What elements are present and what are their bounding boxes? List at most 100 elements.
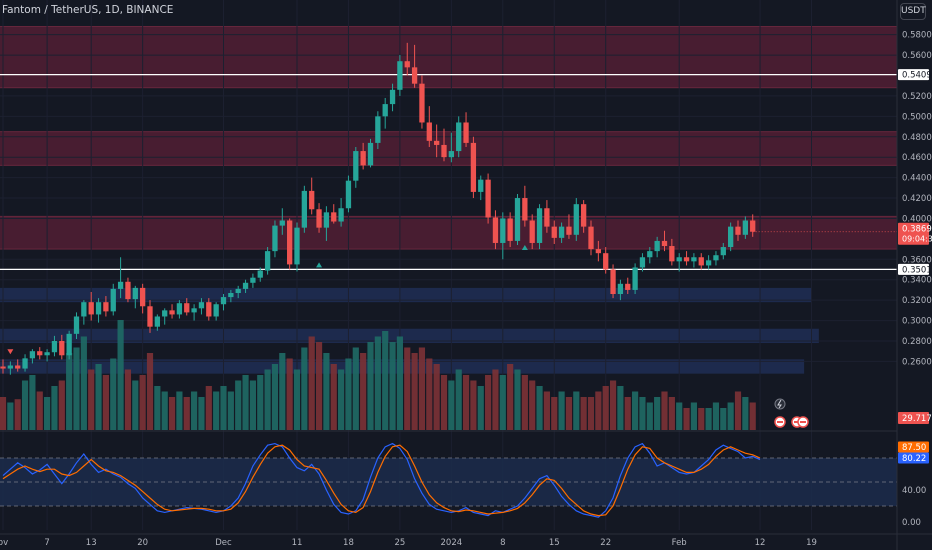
volume-bar bbox=[712, 402, 720, 430]
candle-body bbox=[669, 246, 675, 262]
volume-bar bbox=[698, 408, 705, 430]
volume-bar bbox=[249, 380, 256, 430]
price-tick-label: 0.4800 bbox=[902, 133, 932, 143]
volume-bar bbox=[220, 386, 227, 430]
price-tick-label: 0.2800 bbox=[902, 337, 932, 347]
volume-bar bbox=[301, 347, 308, 430]
economic-event-flag bbox=[800, 421, 806, 423]
candle-body bbox=[235, 288, 241, 293]
candle-body bbox=[73, 316, 80, 334]
candles-layer bbox=[0, 42, 756, 375]
volume-bar bbox=[448, 380, 455, 430]
candle-body bbox=[654, 240, 660, 252]
grid-layer bbox=[0, 0, 897, 530]
volume-bar bbox=[58, 380, 65, 430]
volume-bar bbox=[257, 375, 264, 430]
volume-bar bbox=[485, 375, 492, 430]
volume-bar bbox=[668, 397, 675, 430]
candle-body bbox=[647, 251, 653, 258]
horizontal-line-price-label: 0.5409 bbox=[902, 71, 932, 81]
volume-bar bbox=[323, 353, 330, 430]
candle-body bbox=[140, 287, 146, 307]
economic-event-flag bbox=[777, 421, 783, 423]
price-tick-label: 0.4400 bbox=[902, 174, 932, 184]
volume-bar bbox=[418, 347, 426, 430]
volume-bar bbox=[227, 391, 234, 430]
candle-body bbox=[661, 240, 668, 247]
oscillator-tick-label: 0.00 bbox=[902, 518, 921, 528]
volume-bar bbox=[51, 386, 58, 430]
currency-badge[interactable]: USDT bbox=[900, 3, 926, 20]
volume-bar bbox=[455, 369, 462, 430]
buy-signal-marker bbox=[521, 245, 528, 251]
candle-body bbox=[213, 304, 219, 317]
candle-body bbox=[198, 302, 205, 309]
candle-body bbox=[632, 267, 638, 290]
volume-bar bbox=[0, 397, 7, 430]
candle-body bbox=[566, 226, 572, 235]
candle-body bbox=[81, 302, 87, 317]
stochastic-d-value-label: 87.50 bbox=[902, 443, 926, 453]
time-tick-label: 25 bbox=[394, 538, 405, 548]
volume-bar bbox=[235, 380, 242, 430]
volume-bar bbox=[617, 386, 624, 430]
candle-body bbox=[316, 209, 322, 228]
candle-body bbox=[713, 255, 719, 261]
volume-bar bbox=[514, 369, 521, 430]
candle-body bbox=[242, 282, 249, 289]
volume-bar bbox=[161, 391, 168, 430]
candle-body bbox=[59, 340, 65, 356]
volume-bar bbox=[705, 408, 712, 430]
volume-value-label-box bbox=[898, 412, 929, 424]
candle-body bbox=[617, 283, 624, 295]
candle-body bbox=[353, 151, 359, 181]
volume-bar bbox=[168, 397, 176, 430]
candle-body bbox=[691, 257, 697, 262]
volume-bar bbox=[462, 375, 470, 430]
candle-body bbox=[287, 220, 293, 265]
volume-bar bbox=[477, 386, 484, 430]
lightning-event-glyph bbox=[777, 399, 782, 409]
volume-value-label: 29.717M bbox=[902, 414, 932, 424]
volume-bar bbox=[654, 397, 661, 430]
volume-bar bbox=[573, 391, 580, 430]
candle-body bbox=[264, 251, 271, 271]
candle-body bbox=[382, 104, 388, 117]
candle-body bbox=[338, 208, 344, 222]
candle-body bbox=[29, 351, 36, 359]
candle-body bbox=[206, 302, 212, 317]
volume-bar bbox=[73, 347, 80, 430]
volume-bar bbox=[389, 342, 396, 430]
candle-body bbox=[301, 190, 307, 228]
candle-body bbox=[419, 83, 425, 123]
candle-body bbox=[176, 303, 183, 315]
candle-body bbox=[529, 220, 535, 243]
volume-bar bbox=[742, 397, 749, 430]
candle-body bbox=[581, 204, 587, 227]
volume-bar bbox=[536, 386, 543, 430]
volume-bar bbox=[602, 386, 609, 430]
sell-signal-marker bbox=[7, 349, 14, 355]
candle-body bbox=[375, 116, 381, 143]
candle-body bbox=[551, 226, 557, 238]
time-tick-label: 22 bbox=[600, 538, 611, 548]
volume-bar bbox=[720, 408, 727, 430]
candle-body bbox=[595, 249, 601, 254]
time-tick-label: 15 bbox=[549, 538, 560, 548]
candle-body bbox=[463, 122, 469, 143]
candle-body bbox=[22, 358, 28, 369]
price-tick-label: 0.3000 bbox=[902, 317, 932, 327]
price-tick-label: 0.5200 bbox=[902, 92, 932, 102]
time-tick-label: Dec bbox=[215, 538, 232, 548]
stochastic-pane bbox=[0, 430, 897, 518]
candle-body bbox=[411, 67, 418, 84]
candle-body bbox=[735, 226, 741, 235]
volume-bar bbox=[595, 391, 602, 430]
candle-body bbox=[573, 204, 579, 235]
candle-body bbox=[603, 253, 609, 270]
volume-bar bbox=[690, 402, 697, 430]
candle-body bbox=[705, 260, 712, 266]
candle-body bbox=[51, 340, 58, 353]
candle-body bbox=[558, 226, 565, 238]
volume-bar bbox=[632, 391, 639, 430]
